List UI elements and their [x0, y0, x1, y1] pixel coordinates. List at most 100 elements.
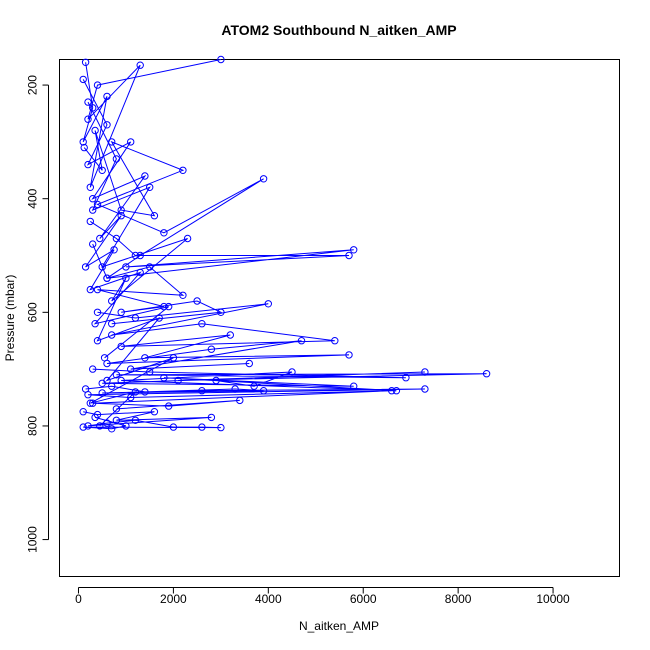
data-point	[89, 365, 97, 373]
y-axis-label: Pressure (mbar)	[3, 275, 17, 362]
series-line	[85, 385, 425, 410]
data-point	[112, 371, 121, 379]
x-tick-label: 6000	[350, 592, 377, 606]
data-point	[288, 368, 296, 376]
data-point	[179, 166, 187, 175]
data-point	[86, 285, 95, 294]
data-point	[259, 387, 268, 395]
data-point	[345, 351, 353, 359]
data-point	[84, 115, 92, 123]
data-point	[79, 75, 87, 84]
data-point	[96, 422, 104, 430]
data-point	[84, 98, 92, 106]
data-point	[350, 246, 358, 254]
data-point	[103, 121, 111, 129]
data-point	[345, 251, 353, 260]
data-point	[86, 217, 95, 226]
data-point	[141, 172, 149, 180]
data-point	[131, 251, 140, 260]
data-point	[108, 320, 116, 328]
data-point	[179, 291, 187, 299]
data-point	[96, 234, 104, 243]
data-point	[169, 423, 178, 431]
data-point	[402, 374, 410, 382]
data-point	[131, 388, 140, 396]
data-point	[108, 425, 116, 433]
data-point	[207, 345, 216, 353]
data-point	[89, 399, 97, 407]
data-point	[112, 416, 121, 424]
plot-marks	[79, 55, 491, 433]
data-point	[79, 138, 87, 146]
data-point	[226, 331, 235, 339]
x-tick-label: 2000	[160, 592, 187, 606]
y-tick-label: 1000	[26, 526, 40, 553]
data-point	[81, 58, 90, 66]
x-tick-label: 0	[75, 592, 82, 606]
data-point	[84, 391, 92, 399]
data-point	[103, 92, 111, 101]
data-point	[236, 396, 244, 405]
data-point	[174, 376, 182, 385]
data-point	[264, 300, 272, 308]
data-point	[146, 183, 154, 192]
data-point	[183, 234, 192, 243]
data-point	[91, 320, 99, 328]
data-point	[297, 337, 306, 345]
data-point	[421, 368, 429, 376]
data-point	[193, 297, 201, 305]
data-point	[245, 359, 254, 368]
data-point	[141, 354, 149, 362]
data-point	[198, 423, 206, 431]
data-point	[198, 320, 206, 328]
data-point	[160, 229, 168, 237]
data-point	[108, 382, 116, 390]
data-point	[392, 387, 401, 395]
data-point	[108, 138, 116, 146]
data-point	[89, 240, 97, 248]
data-point	[79, 408, 87, 416]
x-tick-label: 4000	[255, 592, 282, 606]
data-point	[117, 342, 125, 351]
x-tick-label: 8000	[445, 592, 472, 606]
data-point	[98, 166, 106, 175]
data-point	[93, 200, 102, 209]
data-point	[131, 416, 140, 424]
plot-frame	[59, 59, 620, 577]
data-point	[91, 126, 99, 135]
y-tick-label: 200	[26, 75, 40, 95]
y-tick-label: 600	[26, 302, 40, 322]
data-point	[388, 387, 396, 395]
data-point	[117, 212, 125, 220]
data-point	[84, 160, 92, 169]
data-point	[117, 376, 125, 385]
series-line	[97, 303, 350, 370]
series-line	[87, 101, 188, 427]
data-point	[127, 138, 135, 146]
data-point	[79, 423, 87, 431]
series-line	[92, 368, 487, 392]
data-point	[93, 308, 102, 316]
data-point	[122, 263, 130, 271]
data-point	[93, 81, 102, 89]
data-point	[100, 354, 109, 362]
data-point	[217, 423, 225, 432]
data-point	[165, 402, 173, 410]
y-axis: 200 400 600 800 1000	[26, 75, 49, 553]
data-point	[84, 422, 92, 430]
data-point	[250, 382, 258, 390]
data-point	[127, 393, 135, 402]
data-point	[217, 55, 225, 64]
x-tick-label: 10000	[536, 592, 570, 606]
data-point	[112, 405, 121, 413]
data-point	[231, 385, 239, 393]
x-axis-label: N_aitken_AMP	[299, 619, 379, 633]
y-tick-label: 800	[26, 416, 40, 436]
data-point	[136, 268, 144, 277]
y-tick-label: 400	[26, 188, 40, 208]
data-point	[165, 302, 173, 311]
series-line	[82, 79, 170, 359]
x-axis: 0 2000 4000 6000 8000 10000	[75, 587, 570, 606]
data-point	[93, 337, 102, 345]
